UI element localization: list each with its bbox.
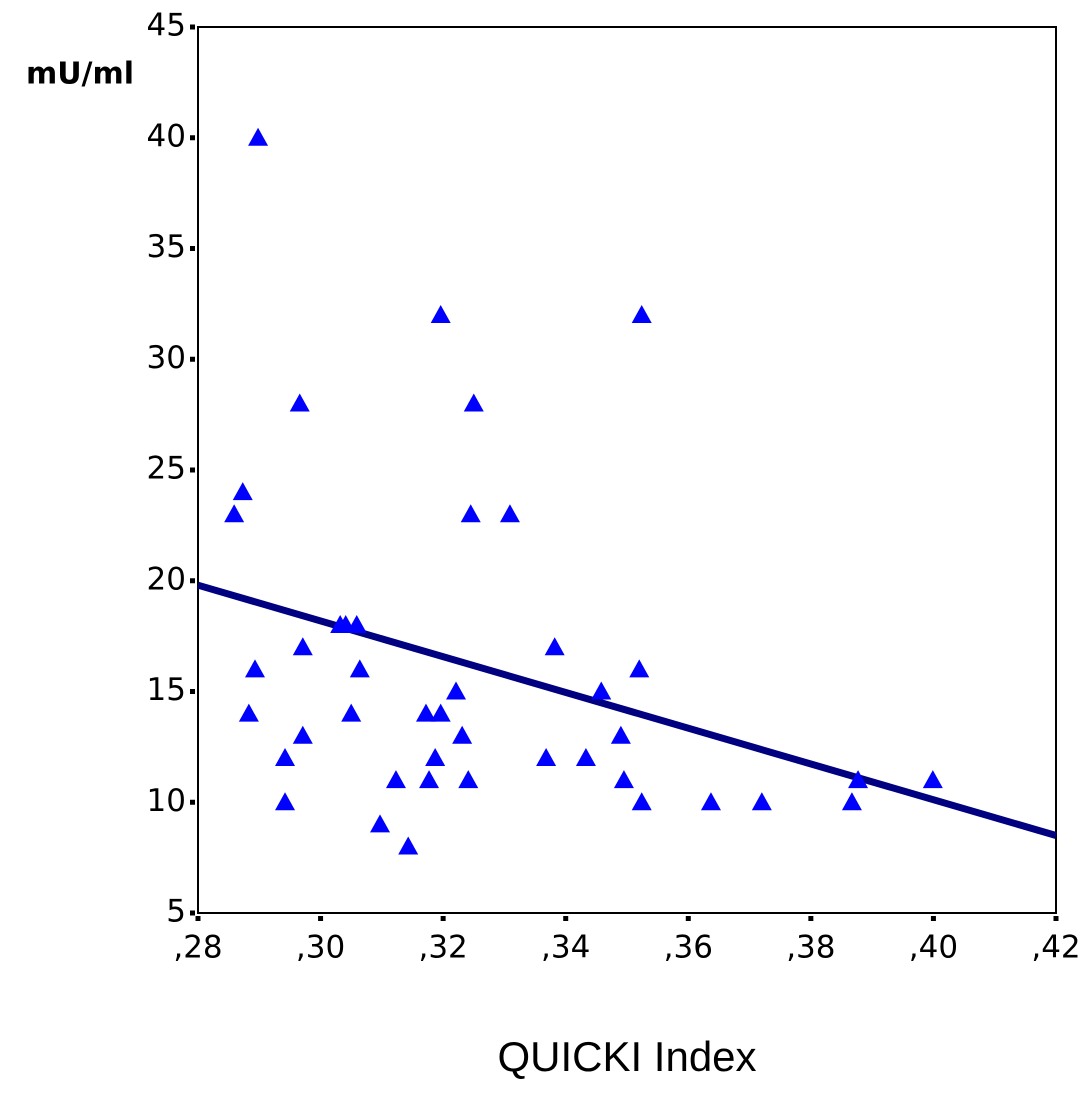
data-point (700, 792, 721, 811)
data-point (841, 792, 862, 811)
data-point (848, 770, 869, 789)
data-point (238, 703, 259, 722)
data-point (370, 814, 391, 833)
data-point (751, 792, 772, 811)
data-point (346, 615, 367, 634)
data-point (275, 747, 296, 766)
data-point (425, 747, 446, 766)
y-tick-mark (190, 799, 195, 805)
data-point (610, 725, 631, 744)
y-tick-mark (190, 910, 195, 916)
y-tick-label: 35 (147, 229, 186, 265)
data-point (224, 504, 245, 523)
plot-frame (197, 26, 1057, 914)
data-point (629, 659, 650, 678)
x-tick-mark (563, 916, 569, 921)
data-point (460, 504, 481, 523)
y-tick-label: 40 (147, 118, 186, 154)
y-tick-label: 10 (147, 783, 186, 819)
data-point (292, 725, 313, 744)
x-tick-label: ,36 (664, 930, 713, 966)
data-point (458, 770, 479, 789)
x-tick-mark (195, 916, 201, 921)
x-tick-label: ,38 (786, 930, 835, 966)
data-point (575, 747, 596, 766)
data-point (631, 792, 652, 811)
data-point (385, 770, 406, 789)
x-tick-mark (318, 916, 324, 921)
y-tick-label: 20 (147, 561, 186, 597)
data-point (463, 393, 484, 412)
x-tick-label: ,34 (541, 930, 590, 966)
data-point (430, 703, 451, 722)
x-axis-label: QUICKI Index (497, 1033, 756, 1080)
x-tick-mark (685, 916, 691, 921)
x-tick-mark (1053, 916, 1059, 921)
y-tick-label: 15 (147, 672, 186, 708)
y-tick-mark (190, 578, 195, 584)
data-point (446, 681, 467, 700)
data-point (591, 681, 612, 700)
data-point (292, 637, 313, 656)
data-point (415, 703, 436, 722)
y-tick-label: 30 (147, 340, 186, 376)
data-point (232, 482, 253, 501)
data-point (419, 770, 440, 789)
data-point (544, 637, 565, 656)
data-point (248, 127, 269, 146)
x-tick-mark (440, 916, 446, 921)
x-tick-mark (930, 916, 936, 921)
y-axis-label: mU/ml (26, 57, 134, 92)
x-tick-mark (808, 916, 814, 921)
y-tick-label: 45 (147, 8, 186, 44)
data-point (244, 659, 265, 678)
y-tick-mark (190, 356, 195, 362)
data-point (499, 504, 520, 523)
x-tick-label: ,42 (1031, 930, 1080, 966)
data-point (349, 659, 370, 678)
trend-line (197, 581, 1057, 839)
data-point (289, 393, 310, 412)
data-point (430, 304, 451, 323)
y-tick-mark (190, 689, 195, 694)
data-point (922, 770, 943, 789)
y-tick-mark (190, 246, 195, 251)
x-tick-label: ,28 (173, 930, 222, 966)
data-point (631, 304, 652, 323)
data-point (536, 747, 557, 766)
data-point (613, 770, 634, 789)
y-tick-mark (190, 467, 195, 473)
data-point (341, 703, 362, 722)
data-point (452, 725, 473, 744)
y-tick-label: 5 (166, 894, 186, 930)
x-tick-label: ,32 (418, 930, 467, 966)
y-tick-label: 25 (147, 451, 186, 487)
y-tick-mark (190, 135, 195, 141)
x-tick-label: ,30 (296, 930, 345, 966)
data-point (275, 792, 296, 811)
x-tick-label: ,40 (909, 930, 958, 966)
data-point (398, 836, 419, 855)
y-tick-mark (190, 24, 195, 30)
